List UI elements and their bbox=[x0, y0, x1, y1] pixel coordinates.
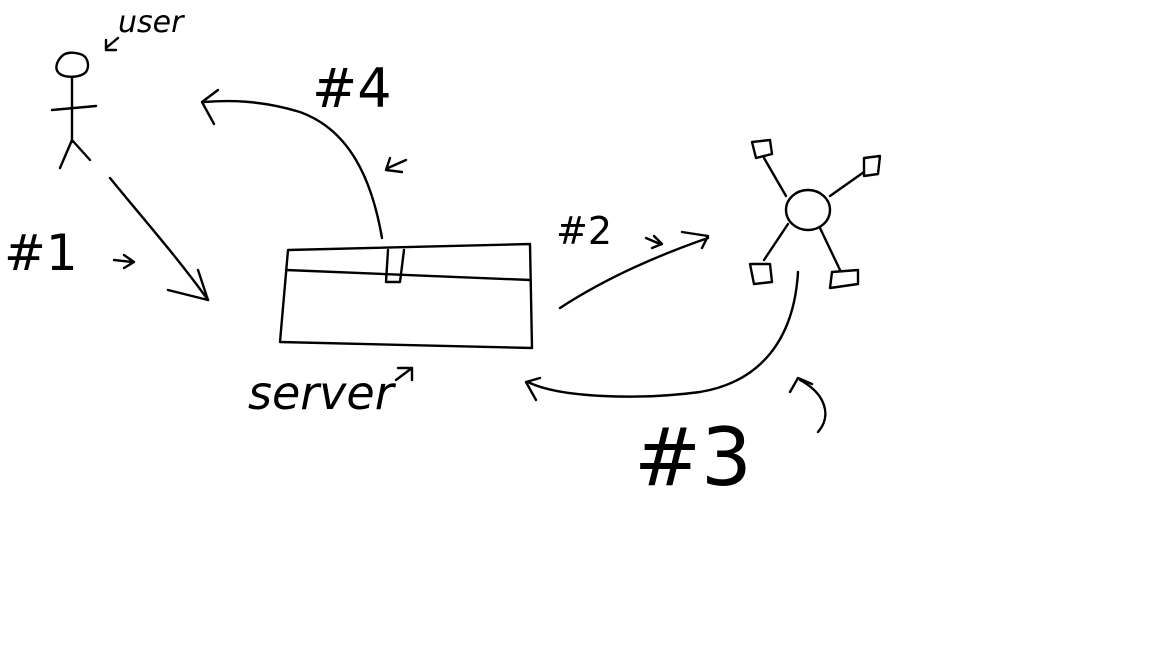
arrow-server-to-user bbox=[200, 88, 384, 240]
network-hub-icon bbox=[748, 138, 882, 290]
server-box-icon bbox=[278, 242, 534, 350]
server-label: server bbox=[248, 366, 394, 420]
step-one-pointer-arrow bbox=[112, 253, 136, 270]
user-label-pointer-arrow bbox=[104, 36, 120, 52]
step-two-label: #2 bbox=[556, 209, 613, 253]
user-label: user bbox=[118, 5, 184, 40]
step-four-pointer-arrow bbox=[384, 156, 408, 174]
user-arms bbox=[50, 104, 98, 112]
step-four-label: #4 bbox=[312, 57, 392, 120]
step-one-label: #1 bbox=[4, 224, 78, 282]
arrow-server-to-network bbox=[558, 230, 710, 310]
arrow-user-to-server bbox=[108, 176, 210, 302]
arrow-network-to-server bbox=[524, 270, 800, 402]
user-stick-figure-icon bbox=[50, 51, 98, 170]
step-three-pointer-arrow bbox=[788, 376, 827, 434]
user-head bbox=[55, 51, 90, 78]
user-legs bbox=[58, 138, 92, 170]
step-two-pointer-arrow bbox=[644, 234, 664, 250]
server-label-pointer-arrow bbox=[394, 366, 414, 382]
step-three-label: #3 bbox=[634, 411, 752, 504]
